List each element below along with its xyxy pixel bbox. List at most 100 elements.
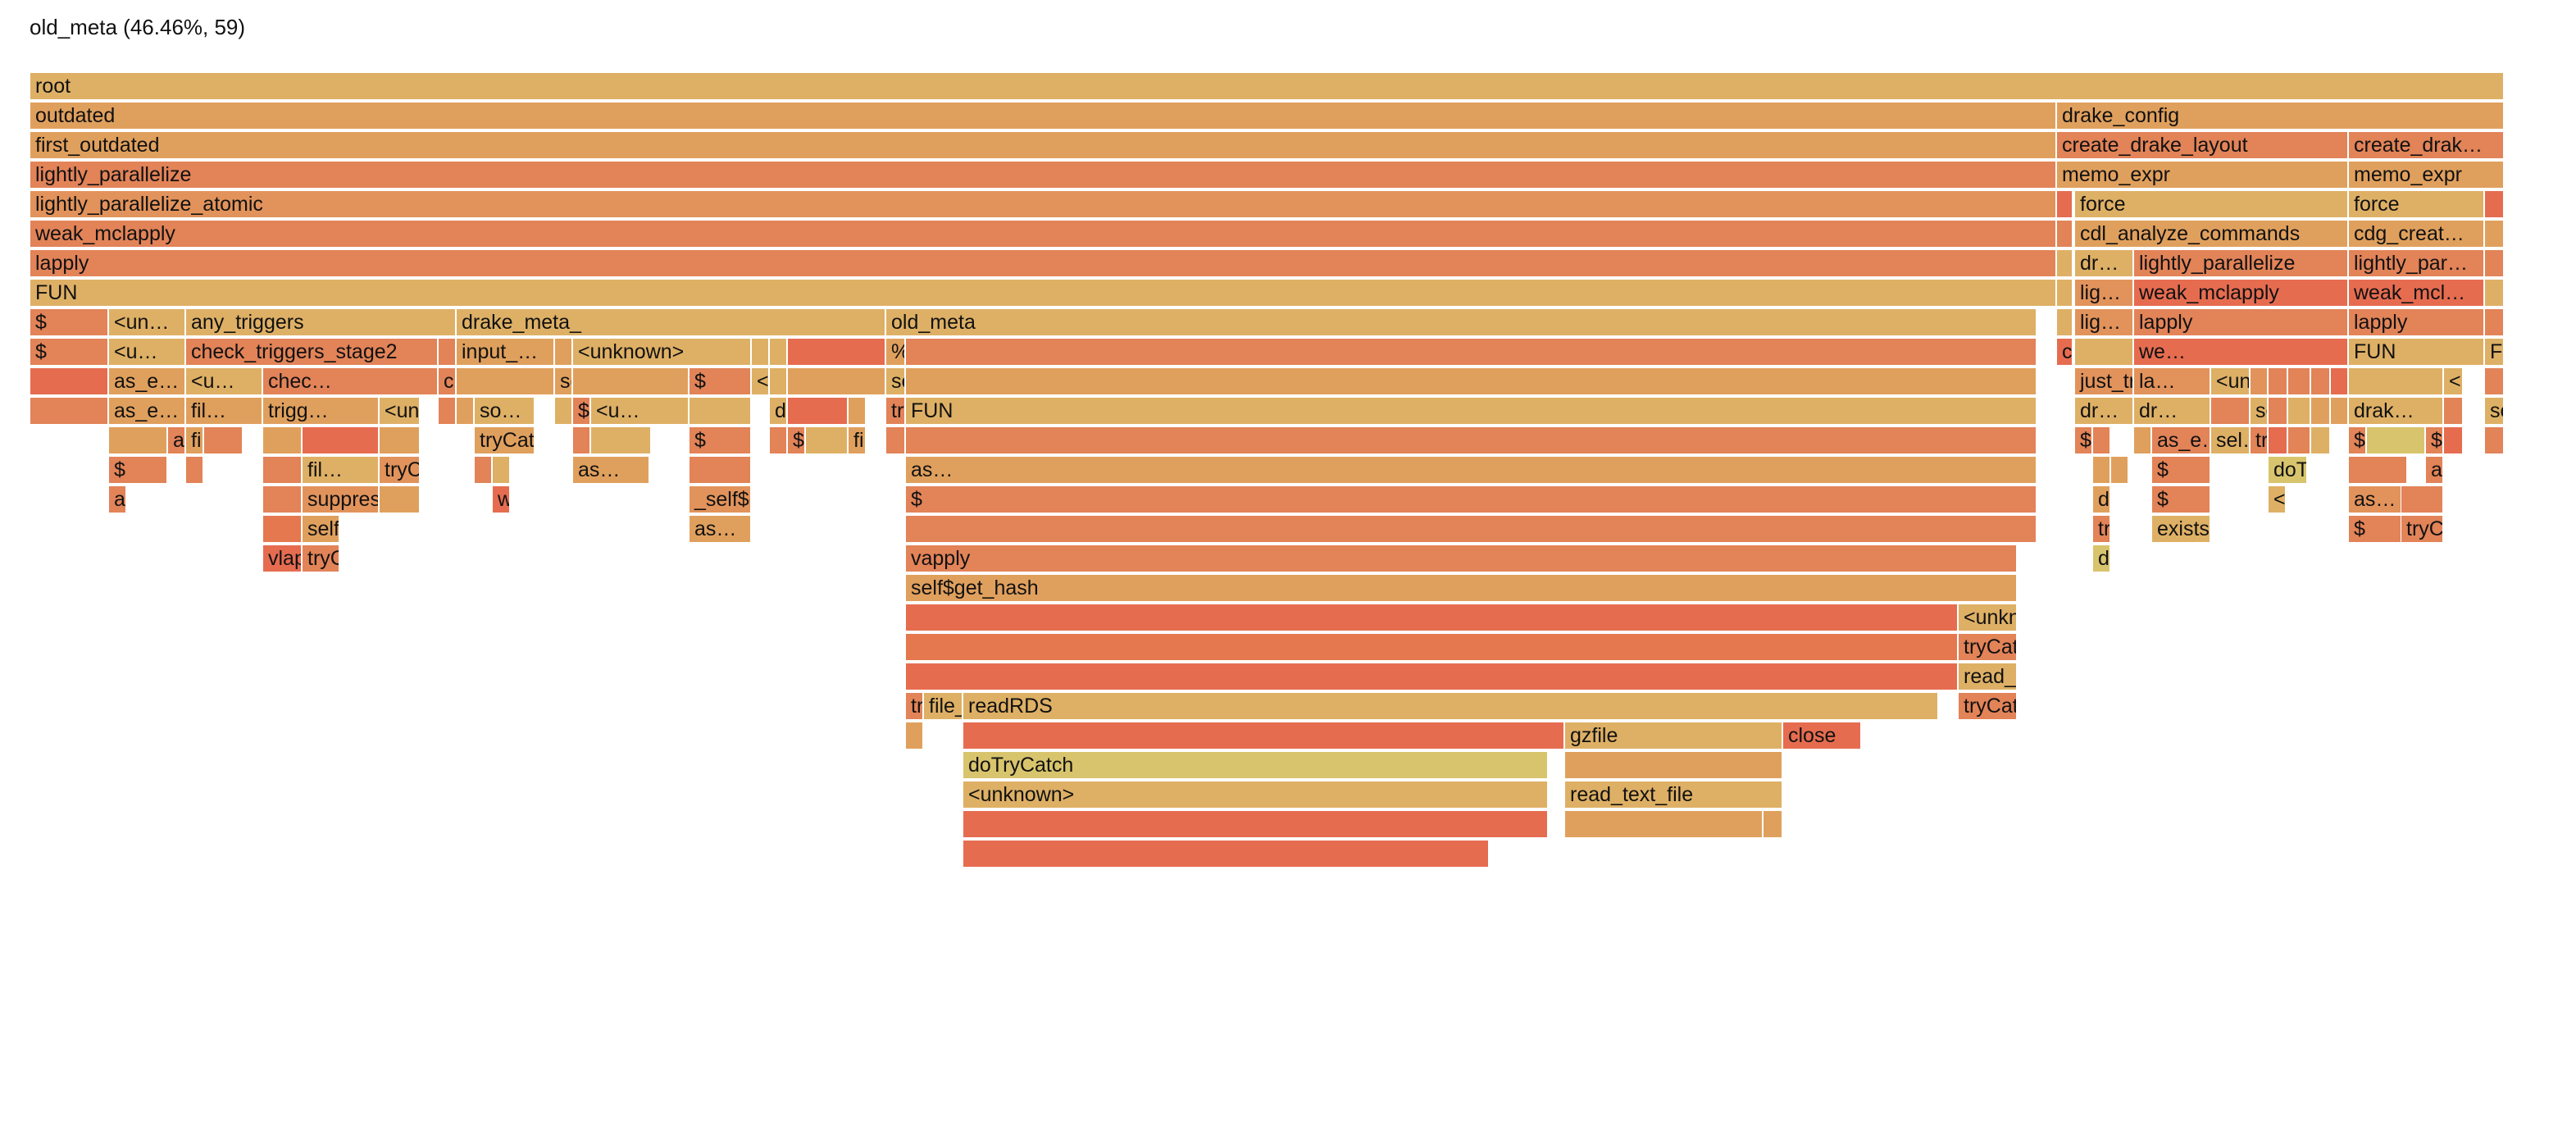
flame-frame[interactable] <box>963 810 1548 838</box>
flame-frame[interactable]: $ <box>689 426 751 454</box>
flame-frame[interactable] <box>2443 426 2463 454</box>
flame-frame[interactable]: FUN <box>2348 338 2484 366</box>
flame-frame[interactable]: tryCatchOne <box>302 544 339 572</box>
flame-frame[interactable]: suppressWarnings <box>302 485 379 513</box>
flame-frame[interactable]: exists0 <box>2151 515 2210 543</box>
flame-frame[interactable] <box>2287 426 2310 454</box>
flame-frame[interactable]: close <box>1782 722 1861 750</box>
flame-frame[interactable]: lig… <box>2074 279 2133 307</box>
flame-frame[interactable] <box>848 397 866 425</box>
flame-frame[interactable]: cdl_analyze_commands <box>2074 220 2348 248</box>
flame-frame[interactable]: as… <box>689 515 751 543</box>
flame-frame[interactable] <box>905 426 2037 454</box>
flame-frame[interactable] <box>379 485 420 513</box>
flame-frame[interactable]: %||NA… <box>885 338 905 366</box>
flame-frame[interactable] <box>2310 397 2330 425</box>
flame-frame[interactable]: <unkno… <box>379 397 420 425</box>
flame-frame[interactable] <box>2443 397 2463 425</box>
flame-frame[interactable]: <u… <box>108 338 185 366</box>
flame-frame[interactable]: as… <box>108 485 126 513</box>
flame-frame[interactable]: withCallingHandlers <box>492 485 510 513</box>
flame-frame[interactable]: try <box>885 397 905 425</box>
flame-frame[interactable] <box>262 426 302 454</box>
flame-frame[interactable]: file_ex… <box>923 692 963 720</box>
flame-frame[interactable] <box>590 426 651 454</box>
flame-frame[interactable]: <un… <box>2210 367 2250 395</box>
flame-frame[interactable]: as_e… <box>2151 426 2210 454</box>
flame-frame[interactable] <box>1763 810 1782 838</box>
flame-frame[interactable]: tryCatchList <box>2401 515 2443 543</box>
flame-frame[interactable]: $ <box>2074 426 2092 454</box>
flame-frame[interactable]: weak_mclapply <box>30 220 2056 248</box>
flame-frame[interactable] <box>751 338 769 366</box>
flame-frame[interactable]: fil… <box>185 426 203 454</box>
flame-frame[interactable]: tryCatch <box>2092 515 2110 543</box>
flame-frame[interactable]: fil… <box>302 456 379 484</box>
flame-frame[interactable]: as_e… <box>108 367 185 395</box>
flame-frame[interactable]: $ <box>2348 515 2407 543</box>
flame-frame[interactable]: di… <box>769 397 787 425</box>
flame-frame[interactable]: <unknown> <box>572 338 751 366</box>
flame-frame[interactable] <box>379 426 420 454</box>
flame-frame[interactable]: lightly_par… <box>2348 249 2484 277</box>
flame-frame[interactable]: any_triggers <box>185 308 456 336</box>
flame-frame[interactable]: check_triggers_stage2 <box>185 338 438 366</box>
flame-frame[interactable]: input_… <box>456 338 554 366</box>
flame-frame[interactable]: lightly_parallelize <box>2133 249 2348 277</box>
flame-frame[interactable]: $ <box>689 367 751 395</box>
flame-frame[interactable]: check_trigger… <box>438 367 456 395</box>
flame-frame[interactable]: tryCatchList <box>2250 426 2268 454</box>
flame-frame[interactable]: sel… <box>2250 397 2268 425</box>
flame-frame[interactable]: vapply <box>905 544 2017 572</box>
flame-frame[interactable]: sel… <box>2210 426 2250 454</box>
flame-frame[interactable] <box>769 338 787 366</box>
flame-frame[interactable]: lapply <box>2133 308 2348 336</box>
flame-frame[interactable] <box>805 426 848 454</box>
flame-frame[interactable] <box>2310 367 2330 395</box>
flame-frame[interactable]: fil… <box>185 397 262 425</box>
flame-frame[interactable] <box>905 722 923 750</box>
flame-frame[interactable]: memo_expr <box>2056 161 2348 189</box>
flame-frame[interactable] <box>905 515 2037 543</box>
flame-frame[interactable]: lapply <box>30 249 2056 277</box>
flame-frame[interactable]: so… <box>474 397 535 425</box>
flame-frame[interactable]: memo_expr <box>2348 161 2504 189</box>
flame-frame[interactable] <box>2092 456 2110 484</box>
flame-frame[interactable]: weak_mcl… <box>2348 279 2484 307</box>
flame-frame[interactable]: as… <box>2348 485 2407 513</box>
flame-frame[interactable] <box>2330 367 2348 395</box>
flame-frame[interactable]: lapply <box>2348 308 2484 336</box>
flame-frame[interactable]: $ <box>905 485 2037 513</box>
flame-frame[interactable] <box>2056 279 2073 307</box>
flame-frame[interactable] <box>262 456 302 484</box>
flame-frame[interactable]: gzfile <box>1564 722 1782 750</box>
flame-frame[interactable]: vlapply <box>262 544 302 572</box>
flame-frame[interactable] <box>2348 367 2443 395</box>
flame-frame[interactable] <box>1564 751 1782 779</box>
flame-frame[interactable] <box>2484 220 2504 248</box>
flame-frame[interactable] <box>2110 456 2128 484</box>
flame-frame[interactable] <box>262 485 302 513</box>
flame-frame[interactable]: just_try <box>2074 367 2133 395</box>
flame-frame[interactable] <box>963 840 1489 868</box>
flame-frame[interactable] <box>438 338 456 366</box>
flame-frame[interactable] <box>2348 456 2407 484</box>
flame-frame[interactable] <box>554 338 572 366</box>
flame-frame[interactable] <box>572 367 689 395</box>
flame-frame[interactable] <box>905 604 1958 631</box>
flame-frame[interactable]: $ <box>30 338 108 366</box>
flame-frame[interactable]: drak… <box>2348 397 2443 425</box>
flame-frame[interactable] <box>302 426 379 454</box>
flame-frame[interactable]: tryCatchOne <box>379 456 420 484</box>
flame-frame[interactable]: readRDS <box>963 692 1938 720</box>
flame-frame[interactable] <box>438 397 456 425</box>
flame-frame[interactable]: _self$get <box>689 485 751 513</box>
flame-frame[interactable] <box>2401 485 2443 513</box>
flame-frame[interactable] <box>905 338 2037 366</box>
flame-frame[interactable]: as… <box>2425 456 2443 484</box>
flame-frame[interactable] <box>2366 426 2425 454</box>
flame-frame[interactable]: la… <box>2133 367 2210 395</box>
flame-frame[interactable] <box>30 397 108 425</box>
flame-frame[interactable] <box>2484 426 2504 454</box>
flame-frame[interactable]: we… <box>2133 338 2348 366</box>
